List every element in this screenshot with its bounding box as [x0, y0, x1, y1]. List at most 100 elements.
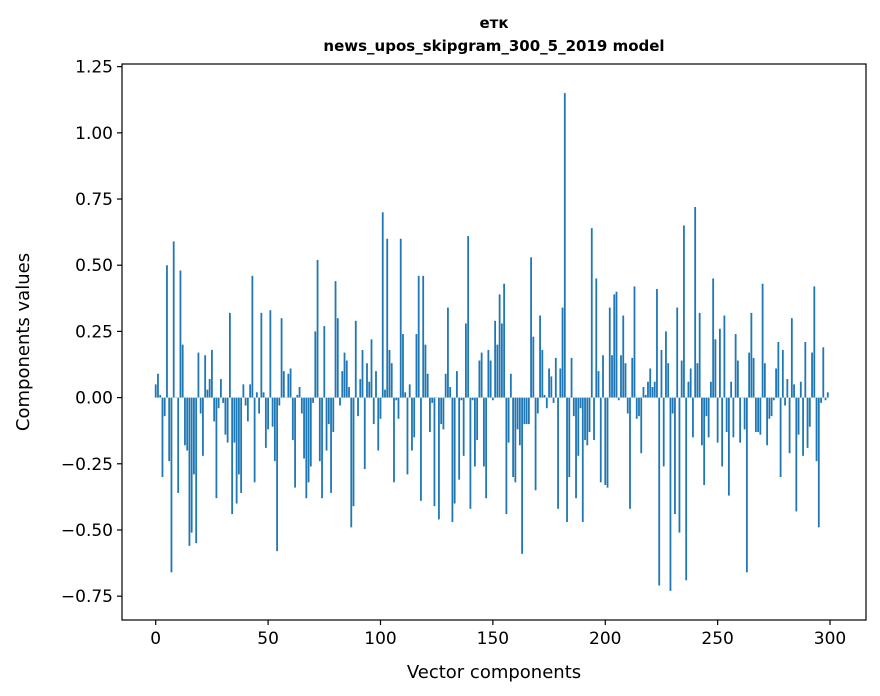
x-tick-label: 100 — [364, 629, 396, 649]
bar-249 — [714, 339, 717, 398]
y-tick-label: −0.75 — [61, 587, 113, 607]
bar-88 — [352, 397, 355, 507]
bar-39 — [242, 384, 245, 398]
bar-99 — [377, 397, 380, 451]
bar-36 — [235, 397, 238, 504]
bar-194 — [590, 228, 593, 398]
bar-154 — [500, 323, 503, 398]
bar-57 — [282, 371, 285, 398]
bar-84 — [343, 352, 346, 398]
x-axis-ticks: 0 50 100 150 200 250 300 — [150, 620, 846, 649]
bar-67 — [305, 397, 308, 499]
bar-34 — [231, 397, 234, 515]
bar-269 — [759, 397, 762, 435]
bar-5 — [166, 265, 168, 398]
bar-101 — [381, 212, 384, 398]
bar-260 — [739, 397, 742, 443]
bar-114 — [411, 397, 413, 451]
bar-169 — [534, 397, 537, 491]
bar-176 — [550, 376, 553, 398]
bar-225 — [660, 349, 663, 398]
x-tick-label: 250 — [701, 629, 733, 649]
y-axis-label: Components values — [13, 253, 34, 431]
bar-188 — [577, 397, 580, 456]
bar-244 — [703, 397, 706, 485]
bar-139 — [467, 236, 470, 398]
bar-97 — [372, 397, 375, 425]
bar-258 — [734, 334, 737, 398]
bar-106 — [393, 397, 395, 483]
bar-16 — [190, 397, 193, 533]
bar-277 — [777, 342, 780, 398]
bar-196 — [595, 278, 598, 398]
bar-112 — [406, 397, 409, 475]
bar-14 — [186, 397, 189, 451]
bar-79 — [332, 397, 335, 433]
bar-272 — [766, 397, 768, 446]
bar-209 — [624, 363, 627, 398]
bar-8 — [172, 241, 175, 398]
bar-174 — [545, 397, 548, 409]
bar-164 — [523, 397, 526, 425]
bar-64 — [298, 387, 301, 398]
bar-61 — [291, 397, 294, 440]
bar-124 — [433, 397, 436, 507]
bar-217 — [642, 387, 645, 398]
bar-120 — [424, 344, 427, 398]
bar-243 — [701, 397, 703, 446]
x-tick-label: 50 — [257, 629, 279, 649]
bar-76 — [325, 397, 328, 451]
bar-55 — [278, 397, 281, 406]
bar-69 — [309, 397, 312, 467]
bar-131 — [449, 387, 452, 398]
bar-86 — [348, 387, 350, 398]
bar-157 — [507, 397, 510, 443]
bar-276 — [775, 368, 777, 398]
bar-93 — [363, 397, 366, 470]
bar-238 — [689, 368, 692, 398]
bar-200 — [604, 397, 607, 485]
bar-178 — [554, 357, 557, 398]
bar-26 — [213, 397, 216, 422]
bar-15 — [188, 397, 191, 546]
bar-119 — [422, 275, 425, 398]
y-tick-label: −0.50 — [61, 521, 113, 541]
bar-104 — [388, 349, 391, 398]
bar-223 — [656, 289, 658, 398]
bar-60 — [289, 368, 292, 398]
bar-191 — [584, 397, 586, 440]
bar-214 — [635, 397, 638, 419]
bar-105 — [390, 363, 393, 398]
bar-25 — [211, 349, 213, 398]
bar-204 — [613, 294, 616, 398]
bar-22 — [204, 355, 207, 398]
bar-155 — [503, 283, 506, 398]
x-axis-label: Vector components — [407, 662, 581, 683]
bar-159 — [512, 397, 515, 478]
bar-213 — [633, 286, 636, 398]
bar-265 — [750, 312, 753, 398]
bar-33 — [228, 312, 231, 398]
bar-288 — [802, 397, 804, 456]
bar-94 — [366, 363, 368, 398]
x-tick-label: 0 — [150, 629, 161, 649]
bar-127 — [440, 397, 443, 425]
bar-65 — [300, 397, 303, 414]
bar-149 — [489, 360, 492, 398]
bar-132 — [451, 397, 454, 523]
y-tick-label: 1.00 — [75, 124, 113, 144]
bar-263 — [745, 397, 748, 573]
bar-107 — [395, 397, 398, 401]
bar-90 — [357, 397, 359, 417]
bar-228 — [667, 363, 670, 398]
bar-287 — [799, 381, 802, 398]
bar-253 — [723, 315, 726, 398]
bar-235 — [683, 225, 685, 398]
bar-216 — [640, 397, 643, 454]
x-tick-label: 150 — [477, 629, 509, 649]
bar-266 — [752, 357, 755, 398]
bar-236 — [685, 397, 688, 581]
bar-27 — [215, 397, 218, 499]
bar-20 — [199, 397, 202, 414]
x-tick-label: 300 — [814, 629, 846, 649]
